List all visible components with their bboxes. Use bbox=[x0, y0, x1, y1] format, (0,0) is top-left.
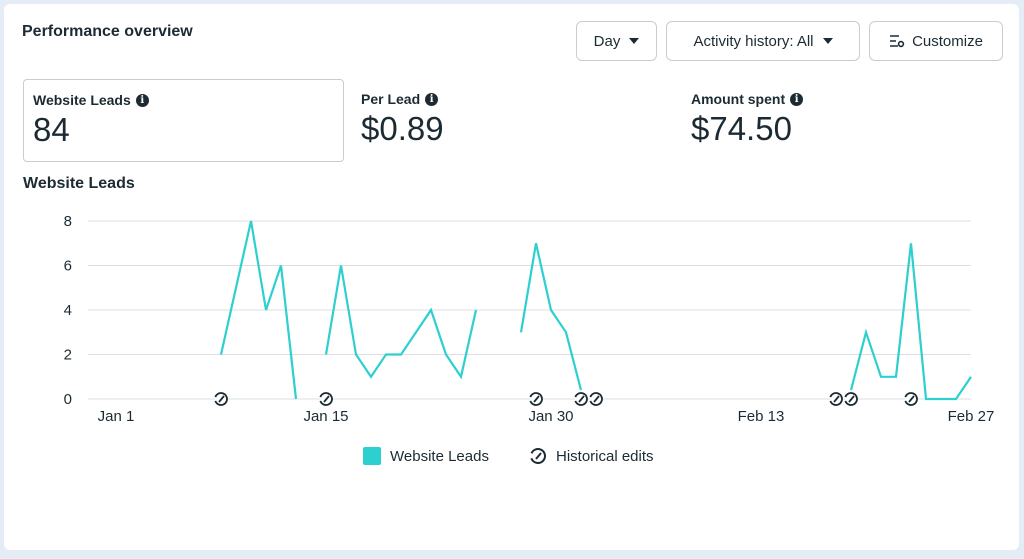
legend-swatch bbox=[363, 447, 381, 465]
historical-edit-icon bbox=[530, 448, 546, 464]
metric-value: $0.89 bbox=[361, 110, 444, 147]
chart-title: Website Leads bbox=[23, 175, 135, 192]
customize-button[interactable]: Customize bbox=[869, 21, 1003, 61]
legend-historical-edits[interactable]: Historical edits bbox=[528, 444, 654, 468]
legend-leads-label: Website Leads bbox=[390, 447, 489, 465]
info-icon[interactable]: i bbox=[425, 92, 439, 106]
info-icon[interactable]: i bbox=[135, 93, 149, 107]
activity-history-dropdown[interactable]: Activity history: All bbox=[666, 21, 860, 61]
activity-history-label: Activity history: All bbox=[693, 32, 814, 50]
metric-value: $74.50 bbox=[691, 110, 792, 147]
day-dropdown-label: Day bbox=[593, 32, 621, 50]
info-icon[interactable]: i bbox=[790, 92, 804, 106]
page-title: Performance overview bbox=[22, 23, 193, 40]
performance-overview-card bbox=[4, 4, 1019, 550]
legend-edits-label: Historical edits bbox=[556, 447, 654, 465]
metric-per-lead[interactable]: Per Lead i $0.89 bbox=[352, 79, 652, 162]
caret-down-icon bbox=[629, 38, 640, 44]
customize-label: Customize bbox=[912, 32, 983, 50]
metric-value: 84 bbox=[33, 111, 70, 148]
legend-website-leads[interactable]: Website Leads bbox=[363, 444, 489, 468]
metric-label: Per Lead bbox=[361, 91, 421, 107]
metric-website-leads[interactable]: Website Leads i 84 bbox=[23, 79, 344, 162]
caret-down-icon bbox=[822, 38, 833, 44]
metric-label: Website Leads bbox=[33, 92, 131, 108]
metric-label: Amount spent bbox=[691, 91, 786, 107]
customize-icon bbox=[890, 35, 905, 48]
day-dropdown[interactable]: Day bbox=[576, 21, 657, 61]
metric-amount-spent[interactable]: Amount spent i $74.50 bbox=[682, 79, 982, 162]
